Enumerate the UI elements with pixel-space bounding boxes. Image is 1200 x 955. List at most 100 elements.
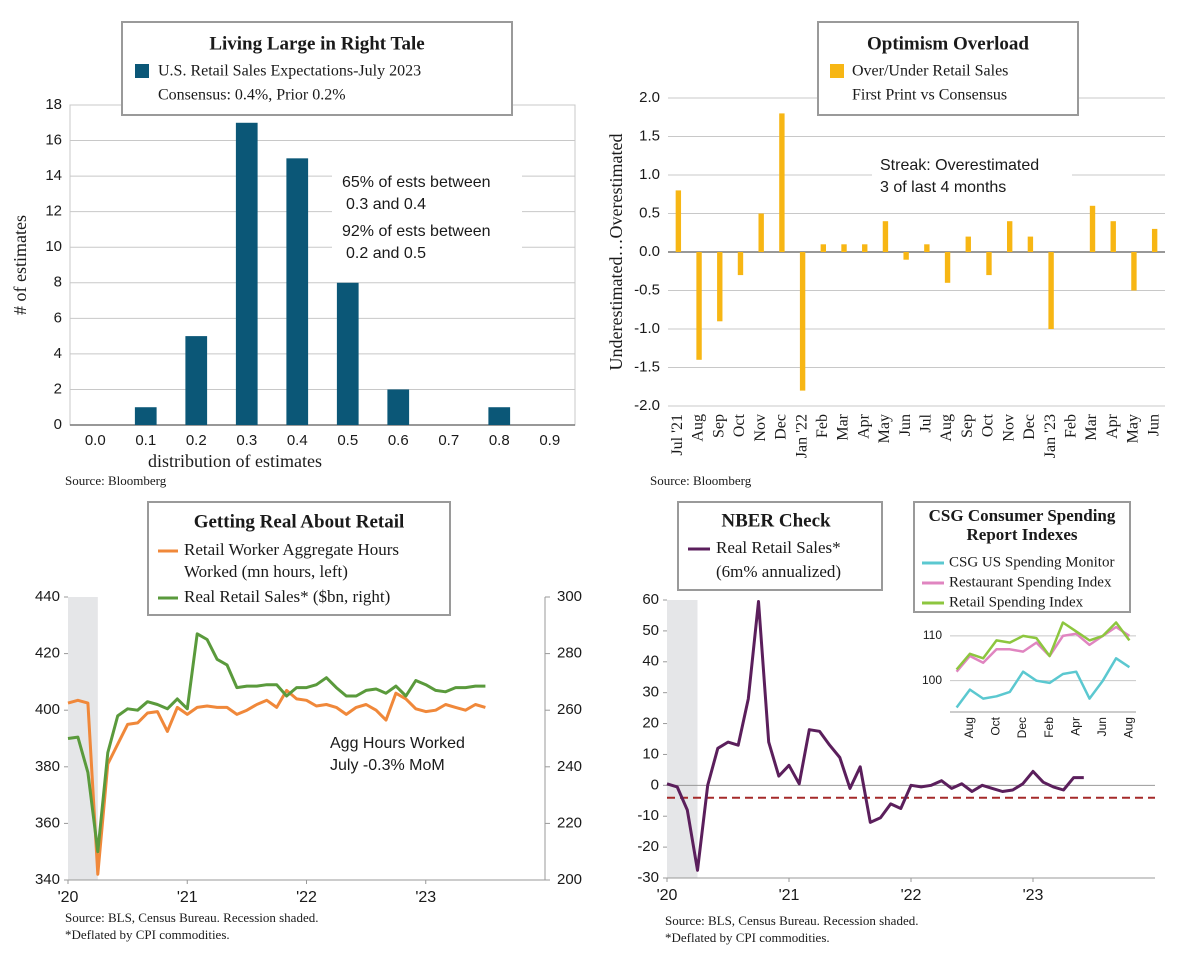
y-tick-label: 1.5	[639, 127, 660, 144]
y-axis-label: # of estimates	[10, 215, 30, 315]
chart-title-box: CSG Consumer Spending Report Indexes	[929, 506, 1116, 544]
y2-tick-label: 280	[557, 645, 582, 662]
bar	[965, 236, 971, 252]
x-tick-label: Dec	[1015, 717, 1029, 738]
y2-tick-label: 220	[557, 814, 582, 831]
bar	[779, 113, 785, 253]
bar	[1110, 221, 1116, 252]
y-tick-label: 4	[54, 345, 62, 362]
annotation: 0.2 and 0.5	[346, 245, 426, 262]
y-tick-label: -2.0	[634, 397, 660, 414]
y-tick-label: 8	[54, 274, 62, 291]
source: Source: Bloomberg	[650, 473, 752, 488]
bar	[841, 244, 847, 252]
y-tick-label: 16	[45, 132, 62, 149]
y-tick-label: 380	[35, 758, 60, 775]
y-axis-label: Underestimated…Overestimated	[606, 134, 626, 371]
x-tick-label: 0.6	[388, 432, 409, 449]
y-tick-label: 2.0	[639, 89, 660, 106]
y-tick-label: 340	[35, 871, 60, 888]
y-tick-label: 2	[54, 380, 62, 397]
legend-label: Real Retail Sales*	[716, 538, 841, 557]
x-tick-label: Apr	[1104, 413, 1121, 439]
bar	[696, 252, 702, 360]
x-tick-label: Sep	[959, 414, 976, 438]
y2-tick-label: 240	[557, 758, 582, 775]
x-tick-label: '21	[177, 889, 198, 906]
x-tick-label: Nov	[752, 414, 769, 442]
y-tick-label: 1.0	[639, 166, 660, 183]
chart-subtitle: (6m% annualized)	[716, 562, 841, 581]
annotation: 92% of ests between	[342, 223, 491, 240]
y-tick-label: 440	[35, 588, 60, 605]
bar	[1131, 252, 1137, 291]
bar	[924, 244, 930, 252]
x-tick-label: '21	[779, 887, 800, 904]
bar	[820, 244, 827, 252]
x-tick-label: Dec	[773, 414, 790, 440]
y-tick-label: 20	[642, 715, 659, 732]
chart-title: NBER Check	[721, 510, 831, 531]
annotation-bg	[872, 152, 1072, 200]
y-tick-label: 100	[922, 673, 942, 687]
legend-swatch	[830, 64, 844, 78]
annotation: Agg Hours Worked	[330, 735, 465, 752]
x-tick-label: 0.9	[539, 432, 560, 449]
x-tick-label: 0.0	[85, 432, 106, 449]
y-tick-label: -20	[637, 838, 659, 855]
series-line	[955, 621, 1131, 671]
bar	[286, 158, 309, 426]
x-tick-label: Sep	[710, 414, 727, 438]
legend-label: U.S. Retail Sales Expectations-July 2023	[158, 63, 421, 80]
legend-box	[121, 21, 513, 116]
series-line	[955, 657, 1131, 709]
x-axis-label: distribution of estimates	[148, 451, 322, 471]
y-tick-label: 18	[45, 96, 62, 113]
bar	[882, 221, 889, 252]
x-tick-label: '20	[657, 887, 678, 904]
bar	[1151, 228, 1158, 252]
legend-label: Retail Worker Aggregate Hours Worked (mn…	[184, 540, 400, 581]
bar	[862, 244, 868, 252]
bar	[185, 336, 208, 425]
x-tick-label: 0.7	[438, 432, 459, 449]
x-tick-label: 0.4	[287, 432, 308, 449]
legend-box	[817, 21, 1079, 116]
y-tick-label: 110	[923, 628, 942, 642]
legend-label-box: Retail Worker Aggregate Hours Worked (mn…	[184, 540, 400, 581]
y-tick-label: 6	[54, 309, 62, 326]
y-tick-label: 10	[642, 745, 659, 762]
x-tick-label: '22	[296, 889, 317, 906]
y-tick-label: -10	[637, 807, 659, 824]
x-tick-label: '23	[1023, 887, 1044, 904]
y-tick-label: 50	[642, 622, 659, 639]
annotation: 65% of ests between	[342, 174, 491, 191]
y-tick-label: 360	[35, 814, 60, 831]
note: *Deflated by CPI commodities.	[65, 927, 230, 942]
y-tick-label: -30	[637, 869, 659, 886]
x-tick-label: Nov	[1000, 414, 1017, 442]
x-tick-label: Apr	[855, 413, 872, 439]
x-tick-label: 0.1	[135, 432, 156, 449]
x-tick-label: Jun	[897, 414, 914, 436]
x-tick-label: Mar	[1083, 413, 1100, 440]
y-tick-label: 60	[642, 591, 659, 608]
x-tick-label: 0.3	[236, 432, 257, 449]
bar	[1048, 252, 1054, 329]
y-tick-label: 0.0	[639, 243, 660, 260]
x-tick-label: May	[876, 414, 893, 443]
legend-box	[913, 501, 1131, 613]
x-tick-label: Jan '23	[1042, 414, 1059, 458]
bar	[903, 252, 909, 260]
bar	[986, 252, 992, 276]
bar	[944, 252, 951, 283]
x-tick-label: Aug	[690, 414, 707, 442]
annotation: 3 of last 4 months	[880, 179, 1006, 196]
y-tick-label: 0.5	[639, 204, 660, 221]
y2-tick-label: 260	[557, 701, 582, 718]
source: Source: BLS, Census Bureau. Recession sh…	[65, 910, 318, 925]
y-tick-label: 30	[642, 684, 659, 701]
x-tick-label: Oct	[731, 413, 748, 437]
bar	[488, 407, 511, 425]
x-tick-label: May	[1125, 414, 1142, 443]
